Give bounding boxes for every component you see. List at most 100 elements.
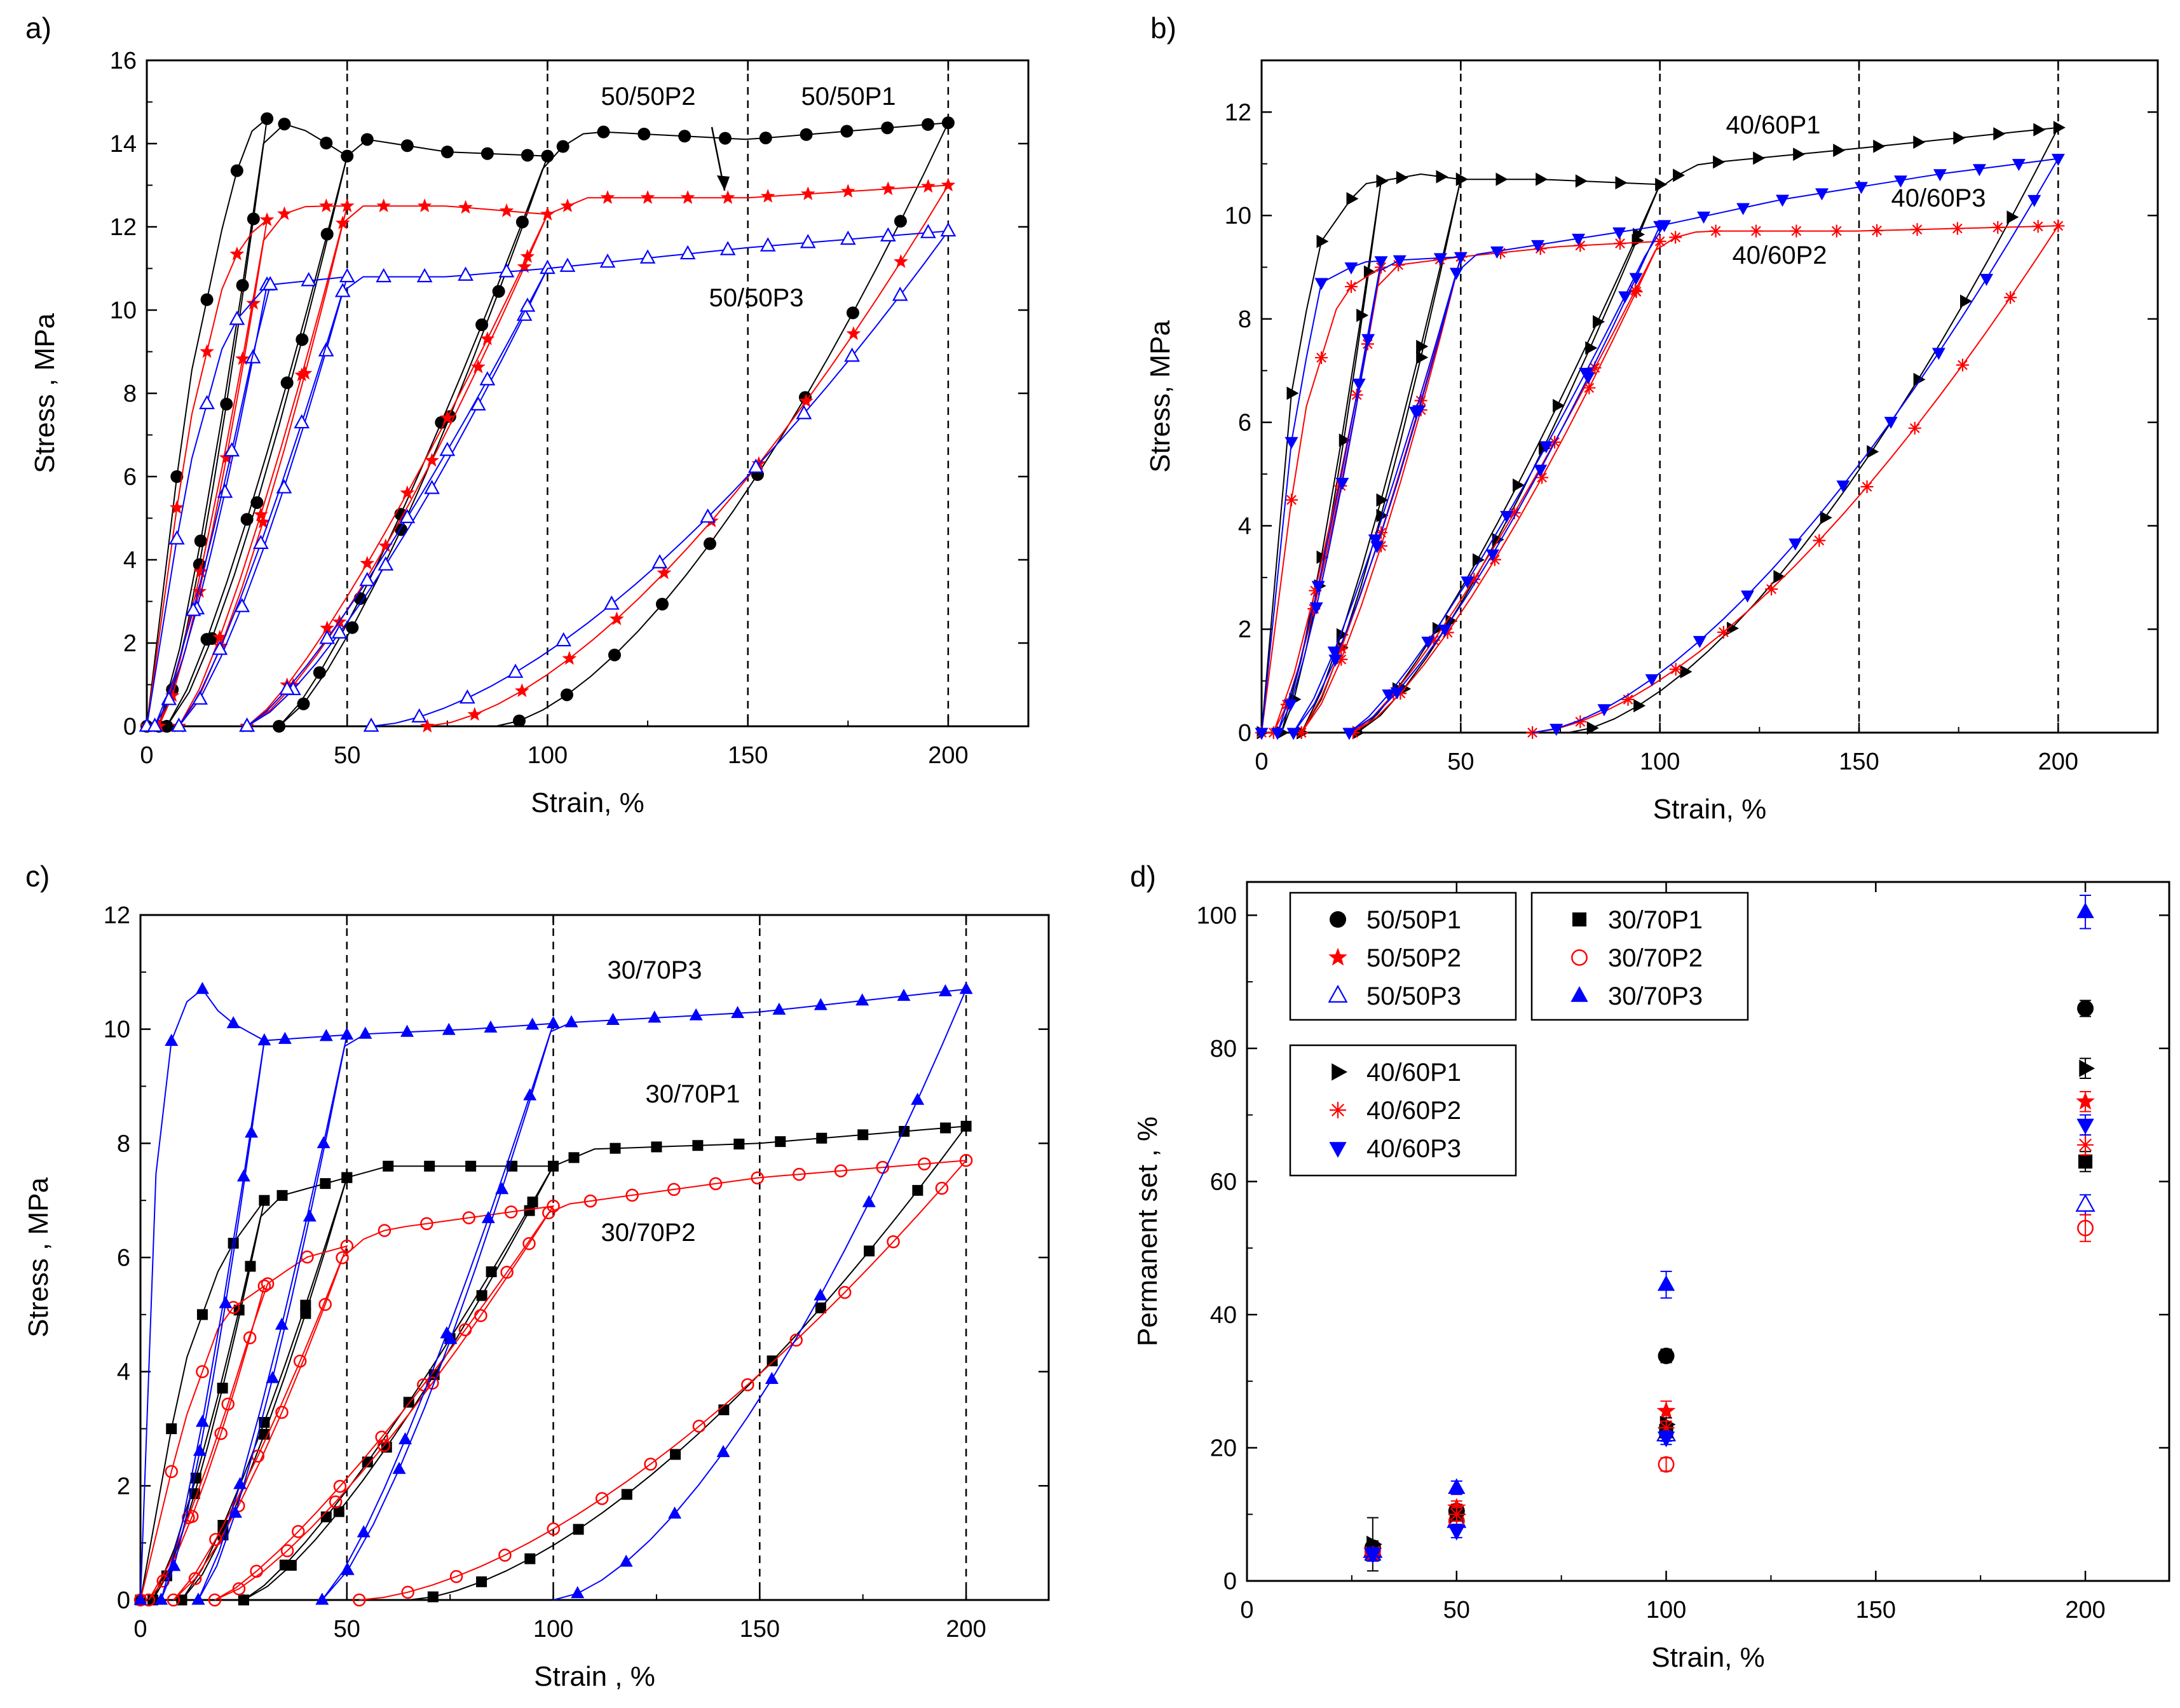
data-point bbox=[571, 1586, 585, 1599]
data-point bbox=[897, 989, 911, 1001]
data-point bbox=[1820, 511, 1832, 525]
data-point bbox=[336, 1251, 349, 1264]
data-point bbox=[520, 248, 535, 263]
data-point bbox=[840, 125, 854, 138]
legend-label: 30/70P3 bbox=[1608, 982, 1703, 1010]
plot-frame bbox=[1246, 881, 2170, 1582]
data-point bbox=[912, 1184, 923, 1196]
data-point bbox=[419, 719, 435, 733]
data-point bbox=[417, 198, 432, 212]
data-point bbox=[2076, 1092, 2095, 1110]
data-point bbox=[2077, 1136, 2094, 1153]
data-point bbox=[515, 215, 529, 229]
series-40/60P2 bbox=[1364, 1134, 2094, 1563]
data-point bbox=[1285, 493, 1298, 506]
data-point bbox=[1860, 480, 1874, 494]
x-tick-label: 100 bbox=[1646, 1597, 1686, 1623]
data-point bbox=[335, 215, 350, 229]
series-annotation: 30/70P3 bbox=[607, 956, 702, 984]
asterisk-stroke bbox=[1615, 238, 1625, 248]
data-point bbox=[331, 624, 348, 639]
x-tick-label: 150 bbox=[728, 742, 768, 769]
series-40/60P3 bbox=[1364, 1114, 2094, 1564]
data-point bbox=[275, 1317, 289, 1330]
asterisk-stroke bbox=[1623, 695, 1633, 705]
data-point bbox=[720, 190, 735, 204]
data-point bbox=[1327, 646, 1341, 659]
data-point bbox=[637, 127, 651, 140]
legend-box-0: 50/50P1 50/50P2 50/50P3 bbox=[1289, 891, 1517, 1021]
y-tick-label: 8 bbox=[123, 381, 137, 407]
data-point bbox=[1255, 728, 1269, 740]
data-point bbox=[1286, 386, 1299, 400]
data-point bbox=[169, 500, 184, 514]
y-tick-label: 40 bbox=[1210, 1302, 1237, 1329]
data-point bbox=[399, 1432, 412, 1444]
legend-label: 50/50P2 bbox=[1366, 944, 1461, 972]
data-point bbox=[1993, 127, 2006, 141]
legend-label: 30/70P2 bbox=[1608, 944, 1703, 972]
data-point bbox=[789, 1333, 803, 1347]
data-point bbox=[1284, 437, 1298, 449]
panel-label: c) bbox=[25, 860, 50, 893]
arrow-head bbox=[717, 175, 730, 191]
y-tick-label: 0 bbox=[1223, 1568, 1237, 1595]
data-point bbox=[716, 1445, 730, 1458]
panel-label: a) bbox=[25, 11, 51, 44]
data-point bbox=[230, 164, 243, 177]
panel-label: b) bbox=[1150, 11, 1176, 44]
y-axis-label: Stress , MPa bbox=[29, 313, 60, 473]
data-point bbox=[640, 190, 655, 204]
series-line bbox=[246, 230, 950, 727]
data-point bbox=[1836, 480, 1850, 493]
data-point bbox=[458, 266, 473, 281]
data-point bbox=[959, 1154, 973, 1167]
data-point bbox=[399, 508, 416, 524]
data-point bbox=[610, 1142, 621, 1154]
data-point bbox=[772, 1002, 786, 1015]
data-point bbox=[1393, 255, 1407, 268]
data-point bbox=[1455, 172, 1468, 186]
data-point bbox=[191, 1592, 205, 1605]
data-point bbox=[320, 1178, 331, 1190]
data-point bbox=[648, 1010, 662, 1023]
data-point bbox=[719, 241, 736, 255]
data-point bbox=[185, 602, 201, 616]
series-annotation: 50/50P2 bbox=[601, 83, 695, 111]
data-point bbox=[1659, 1416, 1676, 1434]
data-point bbox=[484, 1020, 498, 1033]
data-point bbox=[154, 1592, 168, 1605]
asterisk-stroke bbox=[1630, 285, 1640, 295]
data-point bbox=[609, 611, 624, 625]
data-point bbox=[297, 697, 310, 710]
data-point bbox=[1485, 549, 1499, 562]
data-point bbox=[277, 206, 292, 220]
data-point bbox=[1530, 240, 1544, 252]
series-line bbox=[1300, 179, 1661, 733]
data-point bbox=[340, 1239, 354, 1253]
data-point bbox=[2079, 1059, 2095, 1077]
data-point bbox=[1951, 222, 1964, 235]
data-point bbox=[427, 1591, 439, 1603]
data-point bbox=[765, 1372, 779, 1385]
data-point bbox=[1472, 553, 1485, 567]
series-40/60P3 bbox=[1255, 154, 2065, 740]
data-point bbox=[440, 1326, 454, 1339]
series-line bbox=[1261, 260, 1382, 733]
asterisk-stroke bbox=[1831, 226, 1842, 236]
asterisk-stroke bbox=[1719, 627, 1729, 637]
data-point bbox=[1749, 224, 1762, 238]
panel-1: b) 0 50 100 150 200 0 2 4 6 8 10 12 Strain, % Stress, … bbox=[1145, 11, 2159, 825]
data-point bbox=[377, 1439, 391, 1453]
data-point bbox=[476, 1576, 487, 1587]
data-point bbox=[1421, 636, 1435, 649]
data-point bbox=[219, 450, 234, 464]
data-point bbox=[639, 249, 656, 264]
data-point bbox=[492, 285, 505, 298]
data-point bbox=[921, 179, 936, 193]
data-point bbox=[459, 689, 475, 704]
data-point bbox=[541, 149, 554, 163]
data-point bbox=[894, 215, 907, 228]
series-line bbox=[160, 1034, 348, 1601]
